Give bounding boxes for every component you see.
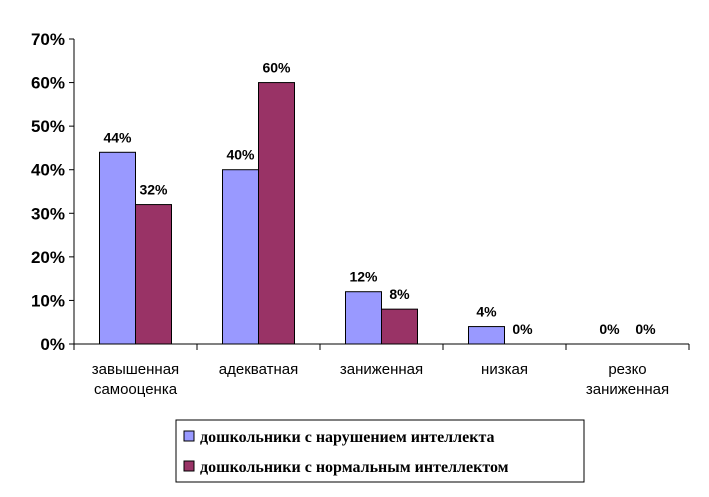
bar-series-1 bbox=[99, 151, 136, 345]
category-label: завышенная bbox=[92, 361, 179, 378]
axes: 0% 10% 20% 30% 40% 50% 60% 70% bbox=[31, 30, 690, 354]
bar-series-1 bbox=[345, 291, 382, 345]
category-label: адекватная bbox=[219, 361, 298, 378]
bars bbox=[99, 82, 505, 345]
y-tick-label: 70% bbox=[31, 30, 65, 49]
data-label: 4% bbox=[476, 304, 497, 320]
bar-series-1 bbox=[468, 326, 505, 345]
data-label: 0% bbox=[512, 321, 533, 337]
y-tick-label: 20% bbox=[31, 248, 65, 267]
y-tick-label: 30% bbox=[31, 204, 65, 223]
bar-series-2 bbox=[258, 82, 295, 345]
data-labels: 44% 32% 40% 60% 12% 8% 4% 0% 0% 0% bbox=[103, 60, 656, 337]
data-label: 8% bbox=[389, 286, 410, 302]
category-label: резко bbox=[608, 361, 646, 378]
bar-series-2 bbox=[381, 308, 418, 345]
y-tick-label: 60% bbox=[31, 74, 65, 93]
y-tick-label: 0% bbox=[40, 335, 65, 354]
data-label: 32% bbox=[139, 182, 168, 198]
data-label: 0% bbox=[635, 321, 656, 337]
y-tick-label: 40% bbox=[31, 161, 65, 180]
legend: дошкольники с нарушением интеллекта дошко… bbox=[175, 419, 585, 483]
legend-box bbox=[175, 419, 585, 483]
legend-label: дошкольники с нарушением интеллекта bbox=[200, 429, 495, 446]
data-label: 40% bbox=[226, 147, 255, 163]
data-label: 44% bbox=[103, 129, 132, 145]
data-label: 0% bbox=[599, 321, 620, 337]
bar-series-1 bbox=[222, 169, 259, 345]
category-label: самооценка bbox=[94, 381, 178, 398]
data-label: 12% bbox=[349, 269, 378, 285]
y-tick-label: 10% bbox=[31, 291, 65, 310]
bar-series-2 bbox=[135, 204, 172, 345]
legend-swatch bbox=[183, 460, 195, 472]
category-label: заниженная bbox=[340, 361, 423, 378]
category-label: низкая bbox=[481, 361, 528, 378]
y-tick-label: 50% bbox=[31, 117, 65, 136]
legend-label: дошкольники с нормальным интеллектом bbox=[200, 459, 509, 476]
category-label: заниженная bbox=[586, 381, 669, 398]
legend-swatch bbox=[183, 430, 195, 442]
category-labels: завышенная самооценка адекватная заниженная… bbox=[92, 361, 669, 398]
data-label: 60% bbox=[262, 60, 291, 76]
